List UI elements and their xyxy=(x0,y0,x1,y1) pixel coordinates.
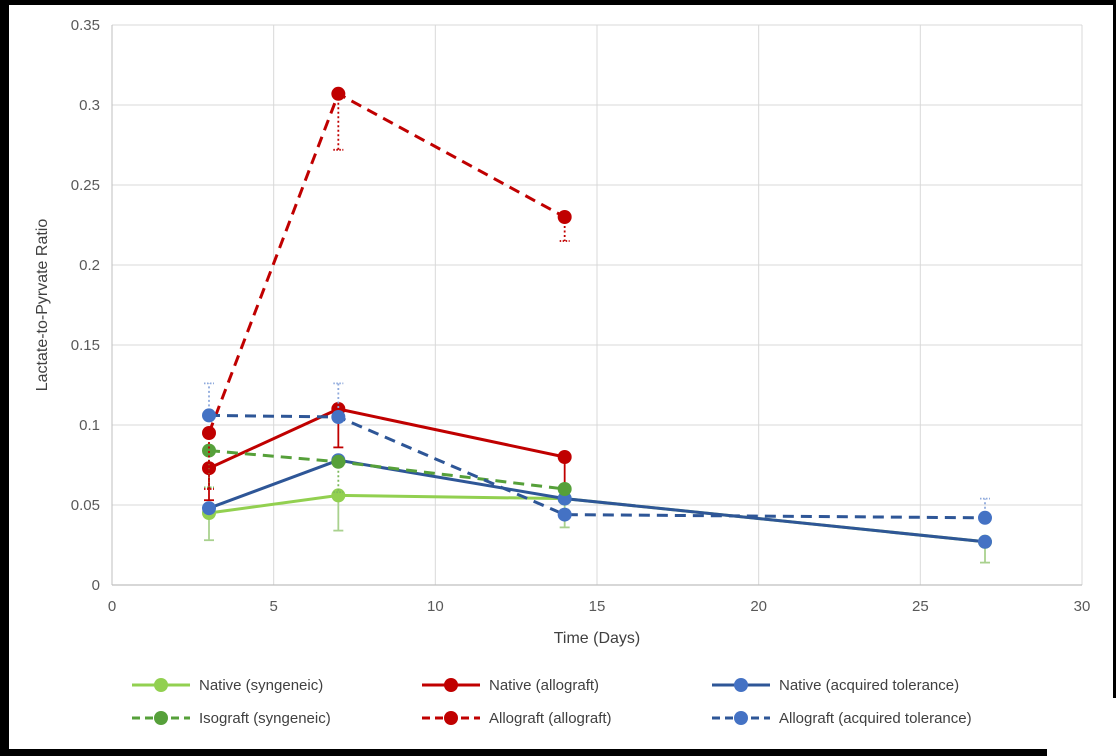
chart-plot-area: 0 0.05 0.1 0.15 0.2 0.25 0.3 0.35 0 5 10 15 20 25 30 xyxy=(71,17,1091,615)
screen-edge-right xyxy=(1113,0,1116,698)
legend-label: Native (allograft) xyxy=(489,676,600,694)
svg-text:0.1: 0.1 xyxy=(79,417,100,434)
y-axis-title: Lactate-to-Pyrvate Ratio xyxy=(34,218,51,392)
legend-line-sample-icon xyxy=(132,709,190,727)
svg-text:0.05: 0.05 xyxy=(71,497,100,514)
svg-text:0: 0 xyxy=(92,577,100,594)
legend-isograft-syngeneic: Isograft (syngeneic) xyxy=(132,709,422,727)
svg-text:30: 30 xyxy=(1074,598,1091,615)
legend-native-acquired-tolerance: Native (acquired tolerance) xyxy=(712,676,1092,694)
svg-text:0.35: 0.35 xyxy=(71,17,100,34)
chart-legend: Native (syngeneic) Native (allograft) Na… xyxy=(132,676,1092,727)
svg-text:5: 5 xyxy=(269,598,277,615)
screen-edge-bottom xyxy=(0,749,1047,756)
svg-text:0.25: 0.25 xyxy=(71,177,100,194)
screen-edge-left xyxy=(0,0,9,756)
legend-label: Allograft (acquired tolerance) xyxy=(779,709,972,727)
svg-text:0.2: 0.2 xyxy=(79,257,100,274)
legend-label: Isograft (syngeneic) xyxy=(199,709,331,727)
legend-allograft-acquired-tolerance: Allograft (acquired tolerance) xyxy=(712,709,1092,727)
svg-text:20: 20 xyxy=(750,598,767,615)
legend-line-sample-icon xyxy=(422,709,480,727)
svg-text:25: 25 xyxy=(912,598,929,615)
svg-text:10: 10 xyxy=(427,598,444,615)
svg-text:0.15: 0.15 xyxy=(71,337,100,354)
legend-line-sample-icon xyxy=(712,676,770,694)
legend-native-allograft: Native (allograft) xyxy=(422,676,712,694)
legend-allograft-allograft: Allograft (allograft) xyxy=(422,709,712,727)
legend-native-syngeneic: Native (syngeneic) xyxy=(132,676,422,694)
legend-line-sample-icon xyxy=(132,676,190,694)
svg-text:15: 15 xyxy=(589,598,606,615)
x-axis-title: Time (Days) xyxy=(553,630,641,647)
legend-line-sample-icon xyxy=(422,676,480,694)
svg-text:0: 0 xyxy=(108,598,116,615)
legend-label: Allograft (allograft) xyxy=(489,709,612,727)
legend-line-sample-icon xyxy=(712,709,770,727)
svg-text:0.3: 0.3 xyxy=(79,97,100,114)
legend-label: Native (acquired tolerance) xyxy=(779,676,960,694)
screen-edge-top xyxy=(0,0,1116,5)
legend-label: Native (syngeneic) xyxy=(199,676,324,694)
